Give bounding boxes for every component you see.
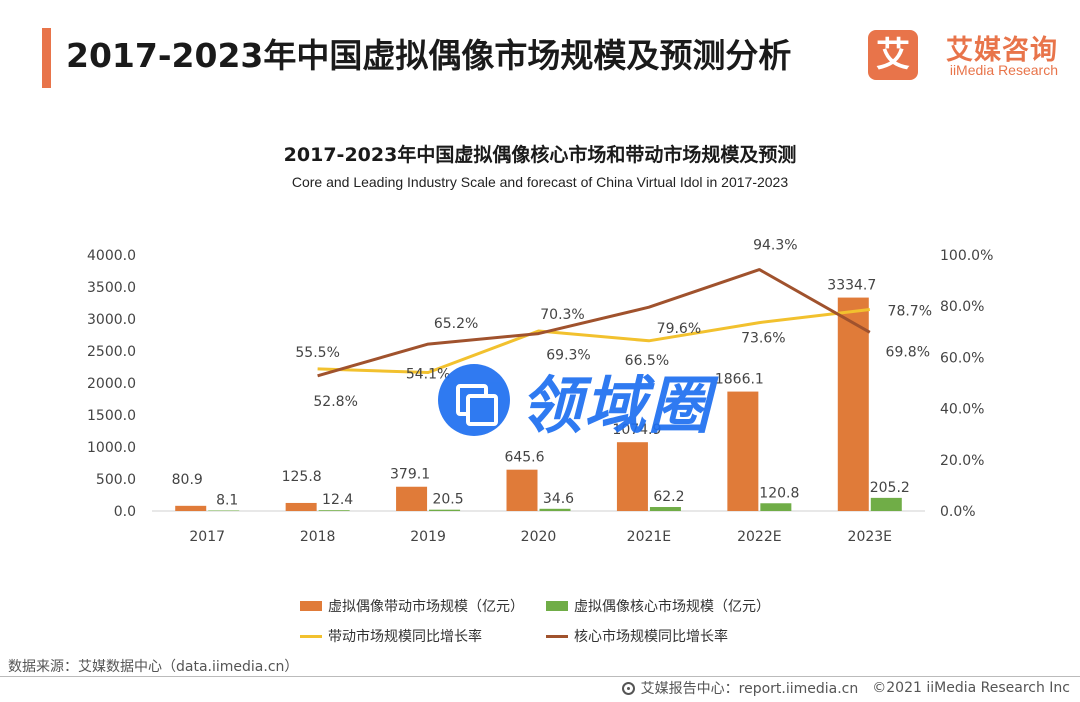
window-icon <box>438 364 510 436</box>
data-source: 数据来源：艾媒数据中心（data.iimedia.cn） <box>8 659 299 675</box>
bar-core-market <box>539 508 571 511</box>
y2-tick-label: 20.0% <box>940 453 984 469</box>
line-label-leading-growth: 70.3% <box>540 307 584 323</box>
line-label-core-growth: 94.3% <box>753 238 797 254</box>
y2-tick-label: 60.0% <box>940 350 984 366</box>
y2-tick-label: 80.0% <box>940 299 984 315</box>
bar-core-market <box>760 503 792 511</box>
globe-icon <box>621 681 635 695</box>
line-label-core-growth: 69.8% <box>886 344 930 360</box>
legend-swatch-core-market <box>546 601 568 611</box>
y-tick-label: 3000.0 <box>87 312 136 328</box>
x-tick-label: 2017 <box>189 529 225 545</box>
y-tick-label: 500.0 <box>96 472 136 488</box>
bar-label-core-market: 205.2 <box>870 480 910 496</box>
y-tick-label: 2000.0 <box>87 376 136 392</box>
line-core-growth <box>317 268 871 378</box>
watermark-text: 领域圈 <box>520 369 713 442</box>
bar-leading-market <box>506 469 538 511</box>
bar-label-core-market: 8.1 <box>216 492 238 508</box>
logo-name-cn: 艾媒咨询 <box>946 35 1058 66</box>
legend-label-leading-growth: 带动市场规模同比增长率 <box>328 629 482 645</box>
chart-legend: 虚拟偶像带动市场规模（亿元） 虚拟偶像核心市场规模（亿元） 带动市场规模同比增长… <box>300 596 820 652</box>
bar-label-leading-market: 645.6 <box>504 450 544 466</box>
y2-tick-label: 100.0% <box>940 248 993 264</box>
legend-label-leading-market: 虚拟偶像带动市场规模（亿元） <box>328 599 524 615</box>
bar-label-core-market: 120.8 <box>759 485 799 501</box>
legend-item-core-market: 虚拟偶像核心市场规模（亿元） <box>546 596 770 616</box>
footer-divider <box>0 676 1080 677</box>
line-label-leading-growth: 66.5% <box>625 353 669 369</box>
y2-tick-label: 0.0% <box>940 504 976 520</box>
bar-label-leading-market: 1866.1 <box>715 372 764 388</box>
bar-label-leading-market: 125.8 <box>282 469 322 485</box>
x-tick-label: 2020 <box>521 529 557 545</box>
y-tick-label: 1000.0 <box>87 440 136 456</box>
title-accent-bar <box>42 28 51 88</box>
x-tick-label: 2019 <box>410 529 446 545</box>
watermark: 领域圈 <box>438 360 738 442</box>
bar-label-core-market: 62.2 <box>653 489 684 505</box>
bar-core-market <box>870 497 902 511</box>
legend-swatch-leading-growth <box>300 634 322 638</box>
chart-subtitle: Core and Leading Industry Scale and fore… <box>291 174 789 190</box>
bar-label-leading-market: 379.1 <box>390 467 430 483</box>
footer-copyright: ©2021 iiMedia Research Inc <box>872 680 1070 696</box>
bar-leading-market <box>837 297 869 511</box>
bar-label-leading-market: 80.9 <box>172 472 203 488</box>
legend-label-core-growth: 核心市场规模同比增长率 <box>574 629 728 645</box>
combo-chart: 0.0 500.0 1000.0 1500.0 2000.0 2500.0 3000.0 35… <box>87 238 993 545</box>
bar-core-market <box>649 507 681 511</box>
x-tick-label: 2022E <box>737 529 781 545</box>
legend-item-leading-market: 虚拟偶像带动市场规模（亿元） <box>300 596 524 616</box>
legend-swatch-core-growth <box>546 634 568 638</box>
line-label-core-growth: 79.6% <box>657 321 701 337</box>
x-tick-label: 2021E <box>627 529 671 545</box>
y-tick-label: 1500.0 <box>87 408 136 424</box>
bar-leading-market <box>396 486 428 511</box>
legend-swatch-leading-market <box>300 601 322 611</box>
y-tick-label: 4000.0 <box>87 248 136 264</box>
bar-leading-market <box>616 442 648 511</box>
bar-label-core-market: 34.6 <box>543 491 574 507</box>
bar-core-market <box>429 509 461 511</box>
bar-label-leading-market: 3334.7 <box>827 278 876 294</box>
iimedia-logo: 艾 艾媒咨询 iiMedia Research <box>858 30 1058 82</box>
line-leading-growth <box>317 308 870 374</box>
bar-leading-market <box>285 502 317 511</box>
bar-leading-market <box>175 505 207 511</box>
footer-report-center: 艾媒报告中心：report.iimedia.cn <box>640 681 859 697</box>
logo-mark: 艾 <box>868 30 918 80</box>
bar-core-market <box>208 510 240 511</box>
bar-label-core-market: 20.5 <box>432 492 463 508</box>
bar-core-market <box>318 510 350 511</box>
y2-tick-label: 40.0% <box>940 402 984 418</box>
page-title: 2017-2023年中国虚拟偶像市场规模及预测分析 <box>66 36 792 75</box>
bar-leading-market <box>727 391 759 511</box>
line-label-leading-growth: 78.7% <box>888 304 932 320</box>
line-label-core-growth: 69.3% <box>546 348 590 364</box>
line-label-core-growth: 65.2% <box>434 316 478 332</box>
logo-name-en: iiMedia Research <box>949 62 1058 78</box>
x-tick-label: 2018 <box>300 529 336 545</box>
line-label-core-growth: 52.8% <box>313 394 357 410</box>
line-label-leading-growth: 54.1% <box>406 367 450 383</box>
y-tick-label: 3500.0 <box>87 280 136 296</box>
legend-item-core-growth: 核心市场规模同比增长率 <box>546 626 728 646</box>
chart-title: 2017-2023年中国虚拟偶像核心市场和带动市场规模及预测 <box>283 144 797 166</box>
x-tick-label: 2023E <box>848 529 892 545</box>
line-label-leading-growth: 73.6% <box>741 331 785 347</box>
footer: 艾媒报告中心：report.iimedia.cn ©2021 iiMedia R… <box>621 678 1070 698</box>
bar-label-leading-market: 1074.9 <box>612 422 661 438</box>
legend-label-core-market: 虚拟偶像核心市场规模（亿元） <box>574 599 770 615</box>
legend-item-leading-growth: 带动市场规模同比增长率 <box>300 626 482 646</box>
y-tick-label: 0.0 <box>114 504 136 520</box>
y-tick-label: 2500.0 <box>87 344 136 360</box>
line-label-leading-growth: 55.5% <box>295 345 339 361</box>
bar-label-core-market: 12.4 <box>322 492 353 508</box>
